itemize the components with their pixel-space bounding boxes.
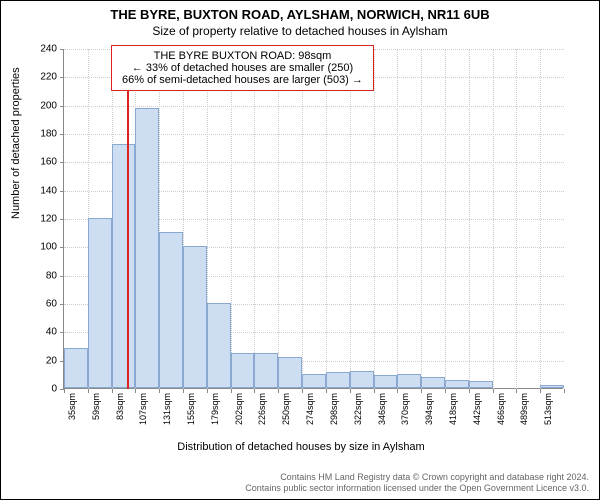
chart-container: THE BYRE, BUXTON ROAD, AYLSHAM, NORWICH,… — [0, 0, 600, 500]
histogram-bar — [254, 353, 278, 388]
y-axis-label: Number of detached properties — [10, 67, 22, 219]
histogram-bar — [159, 232, 183, 388]
xtick-label: 155sqm — [186, 393, 196, 425]
ytick-label: 40 — [27, 327, 57, 338]
chart-subtitle: Size of property relative to detached ho… — [1, 22, 599, 38]
histogram-bar — [421, 377, 445, 388]
info-line-1: THE BYRE BUXTON ROAD: 98sqm — [122, 50, 363, 62]
xtick-label: 250sqm — [281, 393, 291, 425]
xtick-label: 131sqm — [162, 393, 172, 425]
xtick-label: 35sqm — [67, 393, 77, 420]
footer-line-2: Contains public sector information licen… — [245, 483, 589, 495]
ytick-label: 20 — [27, 355, 57, 366]
histogram-bar — [469, 381, 493, 388]
ytick-label: 180 — [27, 129, 57, 140]
histogram-bar — [397, 374, 421, 388]
reference-line — [127, 49, 129, 389]
xtick-label: 226sqm — [257, 393, 267, 425]
xtick-label: 202sqm — [234, 393, 244, 425]
histogram-bar — [374, 375, 398, 388]
info-line-2: ← 33% of detached houses are smaller (25… — [122, 62, 363, 74]
ytick-label: 60 — [27, 299, 57, 310]
xtick-label: 489sqm — [519, 393, 529, 425]
histogram-bar — [540, 385, 564, 388]
histogram-bar — [350, 371, 374, 388]
footer-line-1: Contains HM Land Registry data © Crown c… — [245, 472, 589, 484]
xtick-label: 59sqm — [91, 393, 101, 420]
xtick-label: 83sqm — [115, 393, 125, 420]
histogram-bar — [326, 372, 350, 388]
xtick-label: 394sqm — [424, 393, 434, 425]
info-line-3: 66% of semi-detached houses are larger (… — [122, 74, 363, 86]
histogram-bar — [445, 380, 469, 389]
xtick-label: 442sqm — [472, 393, 482, 425]
ytick-label: 240 — [27, 44, 57, 55]
xtick-label: 466sqm — [496, 393, 506, 425]
histogram-bar — [88, 218, 112, 388]
ytick-label: 80 — [27, 270, 57, 281]
xtick-label: 322sqm — [353, 393, 363, 425]
histogram-bar — [135, 108, 159, 389]
histogram-bar — [278, 357, 302, 388]
xtick-label: 274sqm — [305, 393, 315, 425]
histogram-bar — [207, 303, 231, 388]
xtick-label: 179sqm — [210, 393, 220, 425]
x-axis-label: Distribution of detached houses by size … — [1, 441, 600, 453]
ytick-label: 160 — [27, 157, 57, 168]
ytick-label: 220 — [27, 72, 57, 83]
xtick-label: 107sqm — [138, 393, 148, 425]
xtick-label: 418sqm — [448, 393, 458, 425]
histogram-bar — [112, 144, 136, 388]
chart-area: 35sqm59sqm83sqm107sqm131sqm155sqm179sqm2… — [63, 49, 563, 389]
histogram-bar — [64, 348, 88, 388]
xtick-label: 298sqm — [329, 393, 339, 425]
info-box: THE BYRE BUXTON ROAD: 98sqm ← 33% of det… — [111, 45, 374, 91]
histogram-bar — [302, 374, 326, 388]
ytick-label: 120 — [27, 214, 57, 225]
histogram-bar — [183, 246, 207, 388]
ytick-label: 140 — [27, 185, 57, 196]
ytick-label: 200 — [27, 100, 57, 111]
xtick-label: 513sqm — [543, 393, 553, 425]
ytick-label: 100 — [27, 242, 57, 253]
ytick-label: 0 — [27, 384, 57, 395]
chart-title: THE BYRE, BUXTON ROAD, AYLSHAM, NORWICH,… — [1, 1, 599, 22]
footer: Contains HM Land Registry data © Crown c… — [245, 472, 589, 495]
xtick-label: 346sqm — [377, 393, 387, 425]
xtick-label: 370sqm — [400, 393, 410, 425]
plot-area: 35sqm59sqm83sqm107sqm131sqm155sqm179sqm2… — [63, 49, 563, 389]
histogram-bar — [231, 353, 255, 388]
